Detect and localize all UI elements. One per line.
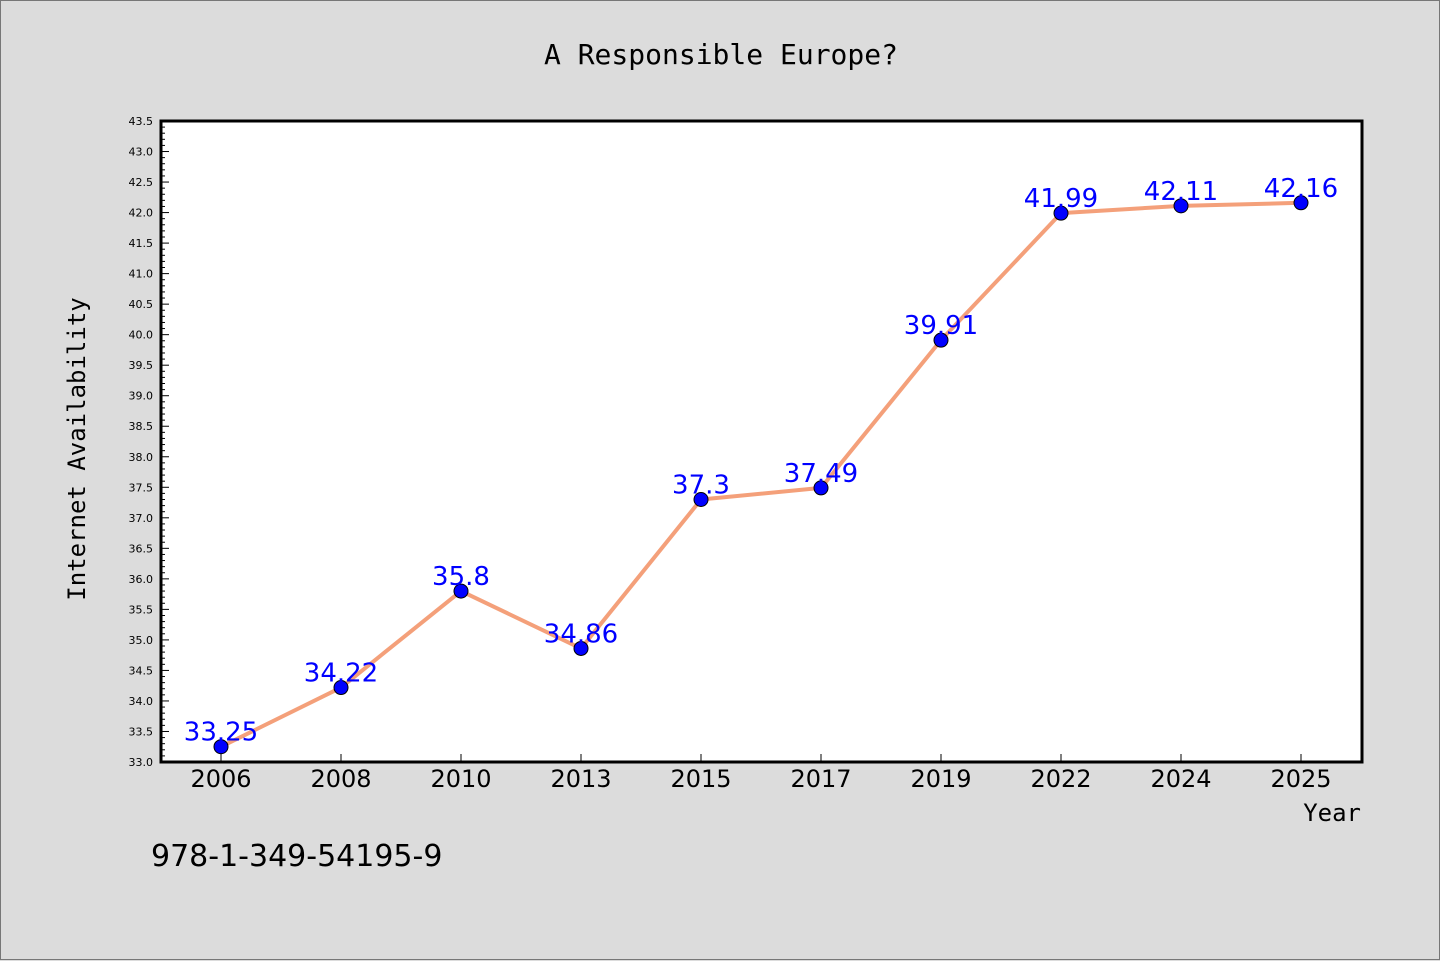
y-tick-label: 34.0 [129, 695, 154, 708]
footnote-isbn: 978-1-349-54195-9 [151, 839, 442, 874]
series-line [220, 200, 1302, 749]
data-label: 37.49 [784, 459, 858, 489]
data-point [213, 739, 229, 755]
x-tick-label: 2010 [430, 765, 491, 793]
data-labels-group: 33.25 34.22 35.8 34.86 37.3 37.49 39.91 41.99 42… [184, 174, 1338, 748]
y-axis-title: Internet Availability [63, 297, 91, 600]
data-point [933, 332, 949, 348]
y-tick-label: 33.5 [129, 725, 154, 738]
y-tick-label: 34.5 [129, 664, 154, 677]
y-tick-label: 36.0 [129, 573, 154, 586]
y-axis: 33.0 33.5 34.0 34.5 35.0 35.5 36.0 36.5 37.0 37.5… [129, 115, 169, 769]
y-tick-label: 43.0 [129, 146, 154, 159]
y-tick-label: 33.0 [129, 756, 154, 769]
data-label: 41.99 [1024, 184, 1098, 214]
data-point [573, 640, 589, 656]
y-tick-label: 41.0 [129, 268, 154, 281]
x-tick-label: 2006 [190, 765, 251, 793]
x-axis-title: Year [1303, 799, 1361, 827]
x-tick-label: 2024 [1150, 765, 1211, 793]
x-axis: 2006 2008 2010 2013 2015 2017 2019 2022 2024 2025 [190, 754, 1332, 793]
y-tick-label: 37.0 [129, 512, 154, 525]
data-label: 39.91 [904, 311, 978, 341]
x-tick-label: 2015 [670, 765, 731, 793]
data-point [333, 680, 349, 696]
y-tick-label: 36.5 [129, 542, 154, 555]
y-tick-label: 35.0 [129, 634, 154, 647]
y-tick-label: 42.5 [129, 176, 154, 189]
chart-title: A Responsible Europe? [544, 38, 898, 71]
x-tick-label: 2013 [550, 765, 611, 793]
x-tick-label: 2008 [310, 765, 371, 793]
data-label: 37.3 [672, 470, 730, 500]
plot-area [159, 119, 1364, 764]
data-point [813, 480, 829, 496]
x-tick-label: 2019 [910, 765, 971, 793]
y-tick-label: 41.5 [129, 237, 154, 250]
data-point [1053, 205, 1069, 221]
y-tick-label: 37.5 [129, 481, 154, 494]
x-tick-label: 2025 [1270, 765, 1331, 793]
data-label: 42.11 [1144, 177, 1218, 207]
y-tick-label: 35.5 [129, 603, 154, 616]
data-point [693, 491, 709, 507]
y-tick-label: 39.5 [129, 359, 154, 372]
x-tick-label: 2017 [790, 765, 851, 793]
y-tick-label: 42.0 [129, 207, 154, 220]
data-point [453, 583, 469, 599]
data-label: 35.8 [432, 562, 490, 592]
x-tick-label: 2022 [1030, 765, 1091, 793]
y-tick-label: 40.5 [129, 298, 154, 311]
y-tick-label: 38.0 [129, 451, 154, 464]
data-label: 33.25 [184, 718, 258, 748]
y-tick-label: 39.0 [129, 390, 154, 403]
y-tick-label: 40.0 [129, 329, 154, 342]
data-point [1293, 195, 1309, 211]
series-group [213, 195, 1309, 755]
data-label: 42.16 [1264, 174, 1338, 204]
y-tick-label: 43.5 [129, 115, 154, 128]
data-point [1173, 198, 1189, 214]
y-tick-label: 38.5 [129, 420, 154, 433]
data-label: 34.22 [304, 659, 378, 689]
data-label: 34.86 [544, 619, 618, 649]
